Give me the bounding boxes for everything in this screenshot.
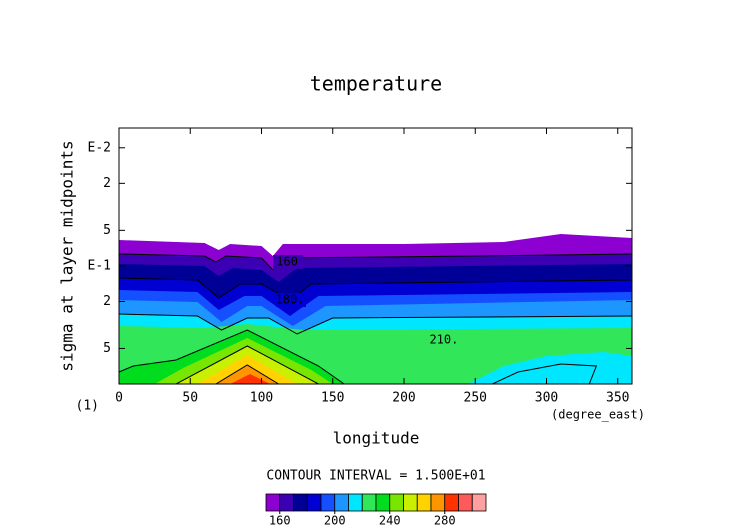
y-axis-label: sigma at layer midpoints <box>58 140 77 371</box>
colorbar-box <box>471 493 487 512</box>
contour-line <box>118 253 633 271</box>
contour-interval: CONTOUR INTERVAL = 1.500E+01 <box>266 469 485 484</box>
x-tick-label: 100 <box>250 391 273 406</box>
y-tick-label: E-1 <box>88 258 111 273</box>
x-axis-label: longitude <box>333 429 420 448</box>
y-tick-label: 5 <box>103 341 111 356</box>
colorbar-box <box>458 493 473 512</box>
contour-band <box>230 374 271 384</box>
colorbar-box <box>403 493 418 512</box>
x-tick-label: 0 <box>115 391 123 406</box>
colorbar-box <box>361 493 377 512</box>
x-axis-unit: (degree_east) <box>551 408 645 422</box>
contour-line <box>215 364 279 385</box>
colorbar-tick-label: 200 <box>324 514 346 528</box>
contour-label-bg <box>273 255 304 269</box>
colorbar-box <box>444 493 459 512</box>
contour-label: 210. <box>429 333 458 347</box>
contour-band <box>215 365 279 384</box>
x-tick-label: 200 <box>392 391 415 406</box>
colorbar-box <box>430 493 446 512</box>
colorbar-tick-label: 160 <box>269 514 291 528</box>
chart-title: temperature <box>310 72 442 96</box>
y-tick-label: 2 <box>103 294 111 309</box>
plot-frame <box>118 127 633 385</box>
contour-field: 160 180. 210. <box>118 234 633 385</box>
x-tick-label: 300 <box>535 391 558 406</box>
colorbar-tick-label: 240 <box>379 514 401 528</box>
colorbar-tick-label: 280 <box>434 514 456 528</box>
colorbar-box <box>293 493 308 512</box>
contour-line <box>492 363 598 385</box>
contour-label: 180. <box>276 293 305 307</box>
contour-line <box>118 329 345 385</box>
colorbar-box <box>416 493 432 512</box>
colorbar-box <box>279 493 294 512</box>
y-tick-label: 5 <box>103 223 111 238</box>
colorbar-box <box>306 493 322 512</box>
colorbar-box <box>348 493 363 512</box>
y-tick-label: E-2 <box>88 140 111 155</box>
x-tick-label: 350 <box>606 391 629 406</box>
contour-label-bg <box>276 293 306 307</box>
colorbar-box <box>375 493 391 512</box>
colorbar-box <box>320 493 336 512</box>
contour-line <box>118 313 633 335</box>
axes: 0 50 100 150 200 250 300 350 (1) 5 2 E-1 5 2 E-2 160 200… <box>76 127 633 528</box>
x-tick-label: 150 <box>321 391 344 406</box>
y-tick-label: 2 <box>103 176 111 191</box>
colorbar-box <box>334 493 349 512</box>
colorbar-box <box>265 493 281 512</box>
contour-line <box>118 277 633 301</box>
contour-label-bg <box>429 333 460 347</box>
colorbar-box <box>389 493 404 512</box>
contour-label: 160 <box>276 255 298 269</box>
contour-line <box>175 345 319 385</box>
y-tick-label: (1) <box>76 399 99 414</box>
x-tick-label: 50 <box>182 391 198 406</box>
x-tick-label: 250 <box>464 391 487 406</box>
